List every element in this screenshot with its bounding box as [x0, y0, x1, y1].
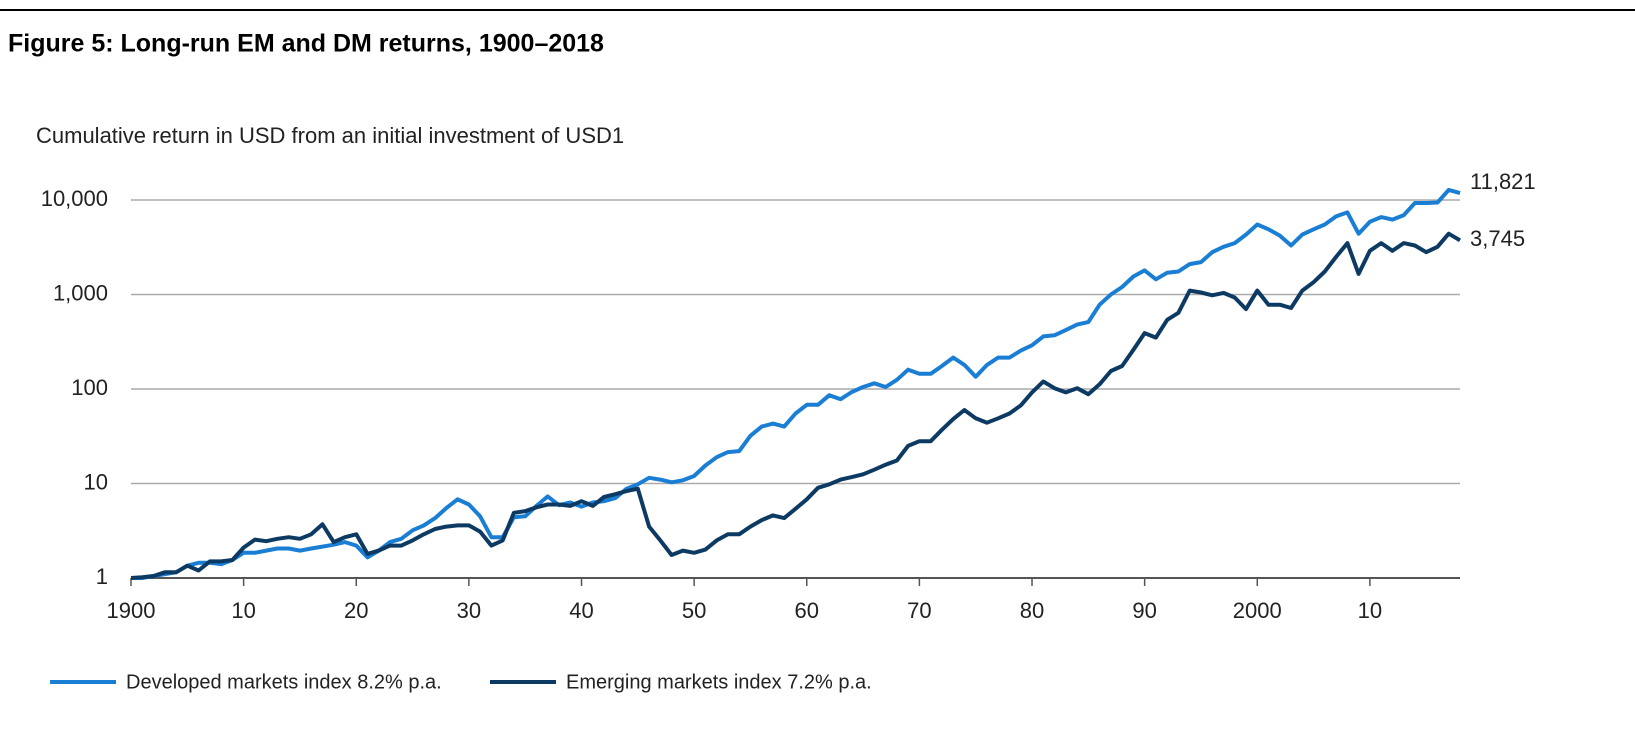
y-tick-label: 1,000: [53, 280, 108, 305]
x-tick-label: 2000: [1233, 598, 1282, 623]
end-label: 3,745: [1470, 226, 1525, 251]
x-tick-label: 90: [1132, 598, 1156, 623]
series-line: [131, 187, 1461, 580]
y-tick-label: 10: [84, 469, 108, 494]
x-tick-label: 20: [344, 598, 368, 623]
y-tick-label: 100: [71, 375, 108, 400]
x-tick-label: 30: [457, 598, 481, 623]
x-tick-label: 60: [795, 598, 819, 623]
x-tick-label: 50: [682, 598, 706, 623]
y-tick-label: 1: [96, 564, 108, 589]
legend-label: Developed markets index 8.2% p.a.: [126, 671, 442, 693]
x-tick-label: 70: [907, 598, 931, 623]
end-label: 11,821: [1470, 169, 1536, 194]
legend-label: Emerging markets index 7.2% p.a.: [566, 671, 872, 693]
subtitle: Cumulative return in USD from an initial…: [36, 123, 624, 148]
x-tick-label: 10: [1358, 598, 1382, 623]
x-tick-label: 80: [1020, 598, 1044, 623]
x-tick-label: 1900: [107, 598, 156, 623]
x-tick-label: 40: [569, 598, 593, 623]
y-tick-label: 10,000: [41, 186, 108, 211]
series-line: [130, 231, 1462, 580]
x-tick-label: 10: [231, 598, 255, 623]
chart-title: Figure 5: Long-run EM and DM returns, 19…: [8, 30, 604, 58]
